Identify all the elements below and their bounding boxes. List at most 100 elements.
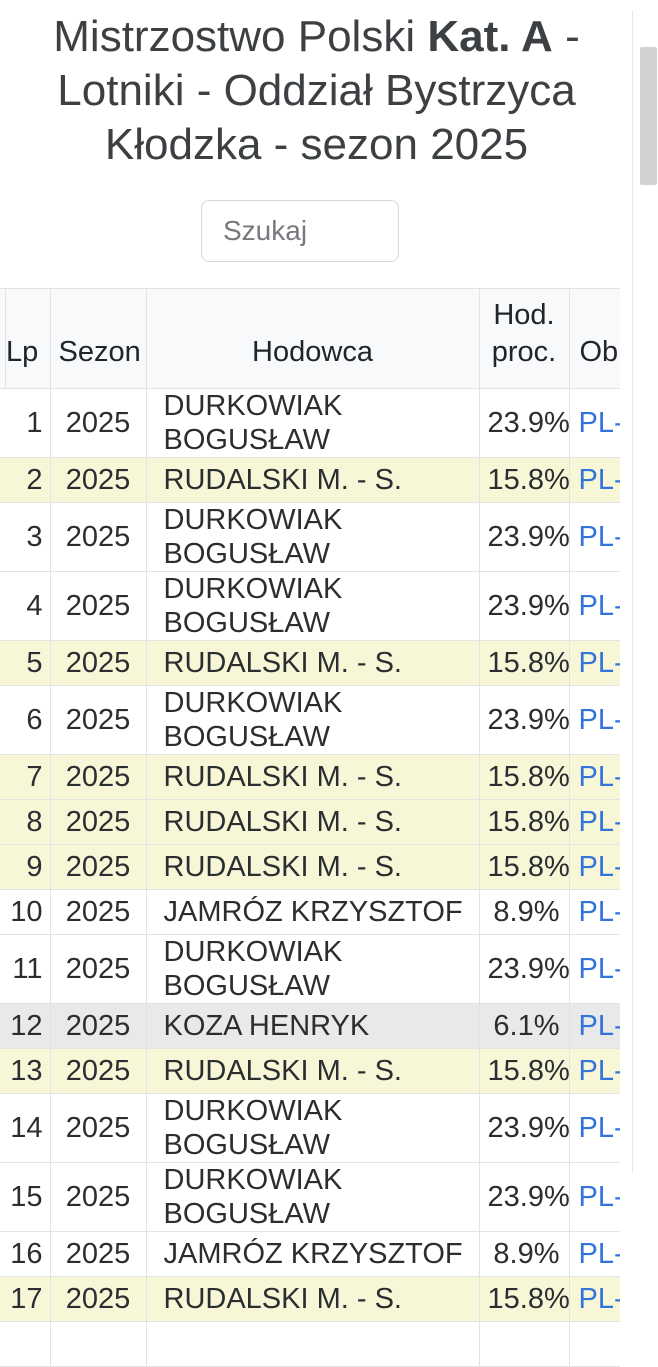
title-line-3: Kłodzka - sezon 2025 [104,120,529,169]
table-row[interactable]: 3 2025 DURKOWIAK BOGUSŁAW 23.9% PL- [0,502,621,572]
cell-obraczka: PL- [568,844,621,890]
cell-lp: 12 [0,1003,51,1049]
table-row[interactable]: 15 2025 DURKOWIAK BOGUSŁAW 23.9% PL- [0,1162,621,1232]
ring-link[interactable]: PL- [578,407,621,439]
table-row[interactable]: 2 2025 RUDALSKI M. - S. 15.8% PL- [0,457,621,503]
table-row[interactable]: 4 2025 DURKOWIAK BOGUSŁAW 23.9% PL- [0,571,621,641]
ring-link[interactable]: PL- [578,1238,621,1270]
title-line-1: Mistrzostwo Polski Kat. A - [0,10,633,64]
ring-link[interactable]: PL- [578,896,621,928]
cell-sezon: 2025 [49,754,147,800]
cell-lp: 8 [0,799,51,845]
cell-obraczka: PL- [568,934,621,1004]
table-row[interactable]: 10 2025 JAMRÓZ KRZYSZTOF 8.9% PL- [0,889,621,935]
cell-sezon: 2025 [49,934,147,1004]
ring-link[interactable]: PL- [578,1181,621,1213]
cell-sezon: 2025 [49,388,147,458]
column-header-obraczka[interactable]: Obrączka [568,288,620,389]
table-row[interactable]: 1 2025 DURKOWIAK BOGUSŁAW 23.9% PL- [0,388,621,458]
table-row[interactable]: 8 2025 RUDALSKI M. - S. 15.8% PL- [0,799,621,845]
ring-link[interactable]: PL- [578,647,621,679]
search-input[interactable] [201,200,399,262]
cell-hodowca: RUDALSKI M. - S. [145,844,480,890]
ring-link[interactable]: PL- [578,1055,621,1087]
ring-link[interactable]: PL- [578,464,621,496]
cell-obraczka: PL- [568,799,621,845]
ring-link[interactable]: PL- [578,806,621,838]
cell-proc: 23.9% [478,934,570,1004]
ring-link[interactable]: PL- [578,704,621,736]
cell-hodowca: DURKOWIAK BOGUSŁAW [145,571,480,641]
table-row[interactable]: 7 2025 RUDALSKI M. - S. 15.8% PL- [0,754,621,800]
cell-lp: 11 [0,934,51,1004]
cell-hodowca: RUDALSKI M. - S. [145,1048,480,1094]
ring-link[interactable]: PL- [578,851,621,883]
ring-link[interactable]: PL- [578,590,621,622]
table-row[interactable]: 6 2025 DURKOWIAK BOGUSŁAW 23.9% PL- [0,685,621,755]
ring-link[interactable]: PL- [578,761,621,793]
scrollbar-thumb[interactable] [640,47,657,185]
cell-proc: 15.8% [478,640,570,686]
cell-proc: 15.8% [478,1276,570,1322]
cell-hodowca: KOZA HENRYK [145,1003,480,1049]
ring-link[interactable]: PL- [578,1283,621,1315]
cell-proc: 23.9% [478,1162,570,1232]
cell-obraczka: PL- [568,685,621,755]
cell-lp [0,1321,51,1367]
ring-link[interactable]: PL- [578,1010,621,1042]
table-row[interactable]: 13 2025 RUDALSKI M. - S. 15.8% PL- [0,1048,621,1094]
cell-lp: 16 [0,1231,51,1277]
table-row[interactable]: 16 2025 JAMRÓZ KRZYSZTOF 8.9% PL- [0,1231,621,1277]
table-row[interactable]: 12 2025 KOZA HENRYK 6.1% PL- [0,1003,621,1049]
cell-obraczka: PL- [568,1276,621,1322]
page-title: Mistrzostwo Polski Kat. A - Lotniki - Od… [0,10,633,172]
cell-sezon: 2025 [49,1048,147,1094]
title-text: Mistrzostwo Polski [53,12,416,61]
cell-lp: 7 [0,754,51,800]
cell-sezon: 2025 [49,1276,147,1322]
cell-proc: 8.9% [478,1231,570,1277]
title-line-2: Lotniki - Oddział Bystrzyca [57,66,576,115]
column-header-proc[interactable]: Hod. proc. [478,288,570,389]
cell-hodowca: JAMRÓZ KRZYSZTOF [145,1231,480,1277]
ring-link[interactable]: PL- [578,521,621,553]
cell-proc: 23.9% [478,502,570,572]
cell-sezon: 2025 [49,502,147,572]
cell-sezon [49,1321,147,1367]
cell-hodowca: RUDALSKI M. - S. [145,1276,480,1322]
table-row[interactable]: 9 2025 RUDALSKI M. - S. 15.8% PL- [0,844,621,890]
cell-lp: 1 [0,388,51,458]
scrollbar-track[interactable] [633,10,658,1173]
cell-sezon: 2025 [49,640,147,686]
column-header-lp[interactable]: Lp [0,288,51,389]
cell-sezon: 2025 [49,457,147,503]
ring-link[interactable]: PL- [578,1112,621,1144]
cell-proc: 23.9% [478,571,570,641]
cell-obraczka: PL- [568,502,621,572]
table-row[interactable]: 5 2025 RUDALSKI M. - S. 15.8% PL- [0,640,621,686]
cell-lp: 13 [0,1048,51,1094]
cell-sezon: 2025 [49,1162,147,1232]
cell-lp: 10 [0,889,51,935]
column-header-hodowca[interactable]: Hodowca [145,288,480,389]
table-row-partial [0,1321,620,1367]
cell-hodowca: DURKOWIAK BOGUSŁAW [145,685,480,755]
ring-link[interactable]: PL- [578,953,621,985]
cell-proc [478,1321,570,1367]
table-row[interactable]: 11 2025 DURKOWIAK BOGUSŁAW 23.9% PL- [0,934,621,1004]
cell-sezon: 2025 [49,799,147,845]
cell-obraczka: PL- [568,1048,621,1094]
table-row[interactable]: 17 2025 RUDALSKI M. - S. 15.8% PL- [0,1276,621,1322]
column-header-sezon[interactable]: Sezon [49,288,147,389]
cell-hodowca: DURKOWIAK BOGUSŁAW [145,502,480,572]
cell-sezon: 2025 [49,571,147,641]
cell-obraczka: PL- [568,1093,621,1163]
cell-proc: 23.9% [478,685,570,755]
page-content: Mistrzostwo Polski Kat. A - Lotniki - Od… [0,10,633,1367]
cell-lp: 4 [0,571,51,641]
cell-lp: 6 [0,685,51,755]
content-edge-divider [632,10,633,1173]
cell-proc: 15.8% [478,754,570,800]
cell-obraczka: PL- [568,1231,621,1277]
table-row[interactable]: 14 2025 DURKOWIAK BOGUSŁAW 23.9% PL- [0,1093,621,1163]
